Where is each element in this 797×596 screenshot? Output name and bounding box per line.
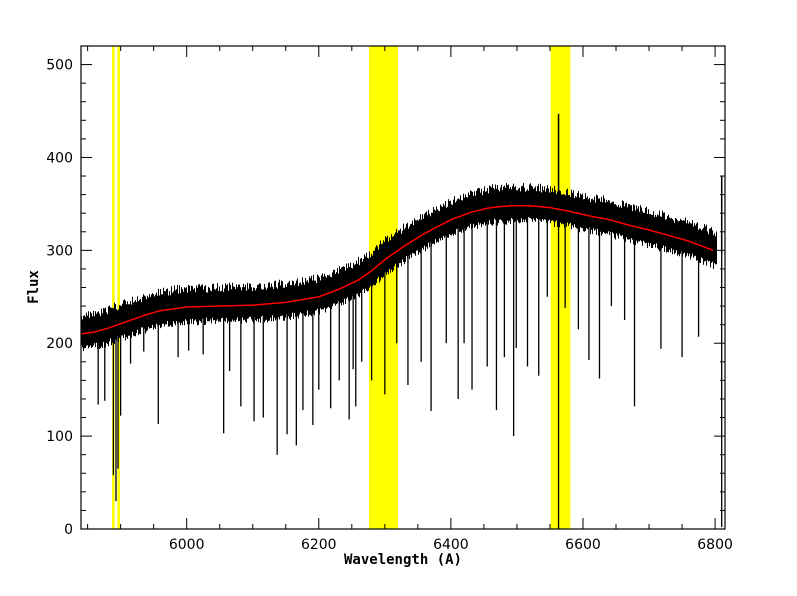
highlight-band-1 bbox=[112, 46, 115, 529]
y-tick-label: 0 bbox=[64, 522, 73, 538]
x-tick-label: 6400 bbox=[433, 537, 469, 553]
axis-ticks bbox=[81, 45, 725, 529]
y-axis-title: Flux bbox=[26, 270, 42, 304]
continuum-fit-line bbox=[80, 205, 714, 335]
highlight-band-4 bbox=[550, 46, 571, 529]
continuum-fit-series bbox=[80, 205, 714, 335]
highlight-bands bbox=[112, 46, 571, 529]
x-axis-title: Wavelength (A) bbox=[344, 552, 462, 568]
spectrum-series bbox=[81, 113, 723, 529]
y-tick-label: 200 bbox=[46, 336, 73, 352]
x-tick-label: 6800 bbox=[697, 537, 733, 553]
x-tick-label: 6000 bbox=[169, 537, 205, 553]
y-tick-label: 100 bbox=[46, 429, 73, 445]
y-tick-label: 500 bbox=[46, 58, 73, 74]
spectrum-noise-envelope bbox=[81, 183, 717, 352]
y-tick-label: 400 bbox=[46, 150, 73, 166]
highlight-band-3 bbox=[368, 46, 399, 529]
y-tick-label: 300 bbox=[46, 243, 73, 259]
y-tick-labels: 0 100 200 300 400 500 bbox=[46, 58, 73, 538]
highlight-band-2 bbox=[117, 46, 120, 529]
x-tick-label: 6200 bbox=[301, 537, 337, 553]
x-tick-label: 6600 bbox=[565, 537, 601, 553]
x-tick-labels: 6000 6200 6400 6600 6800 bbox=[169, 537, 733, 553]
